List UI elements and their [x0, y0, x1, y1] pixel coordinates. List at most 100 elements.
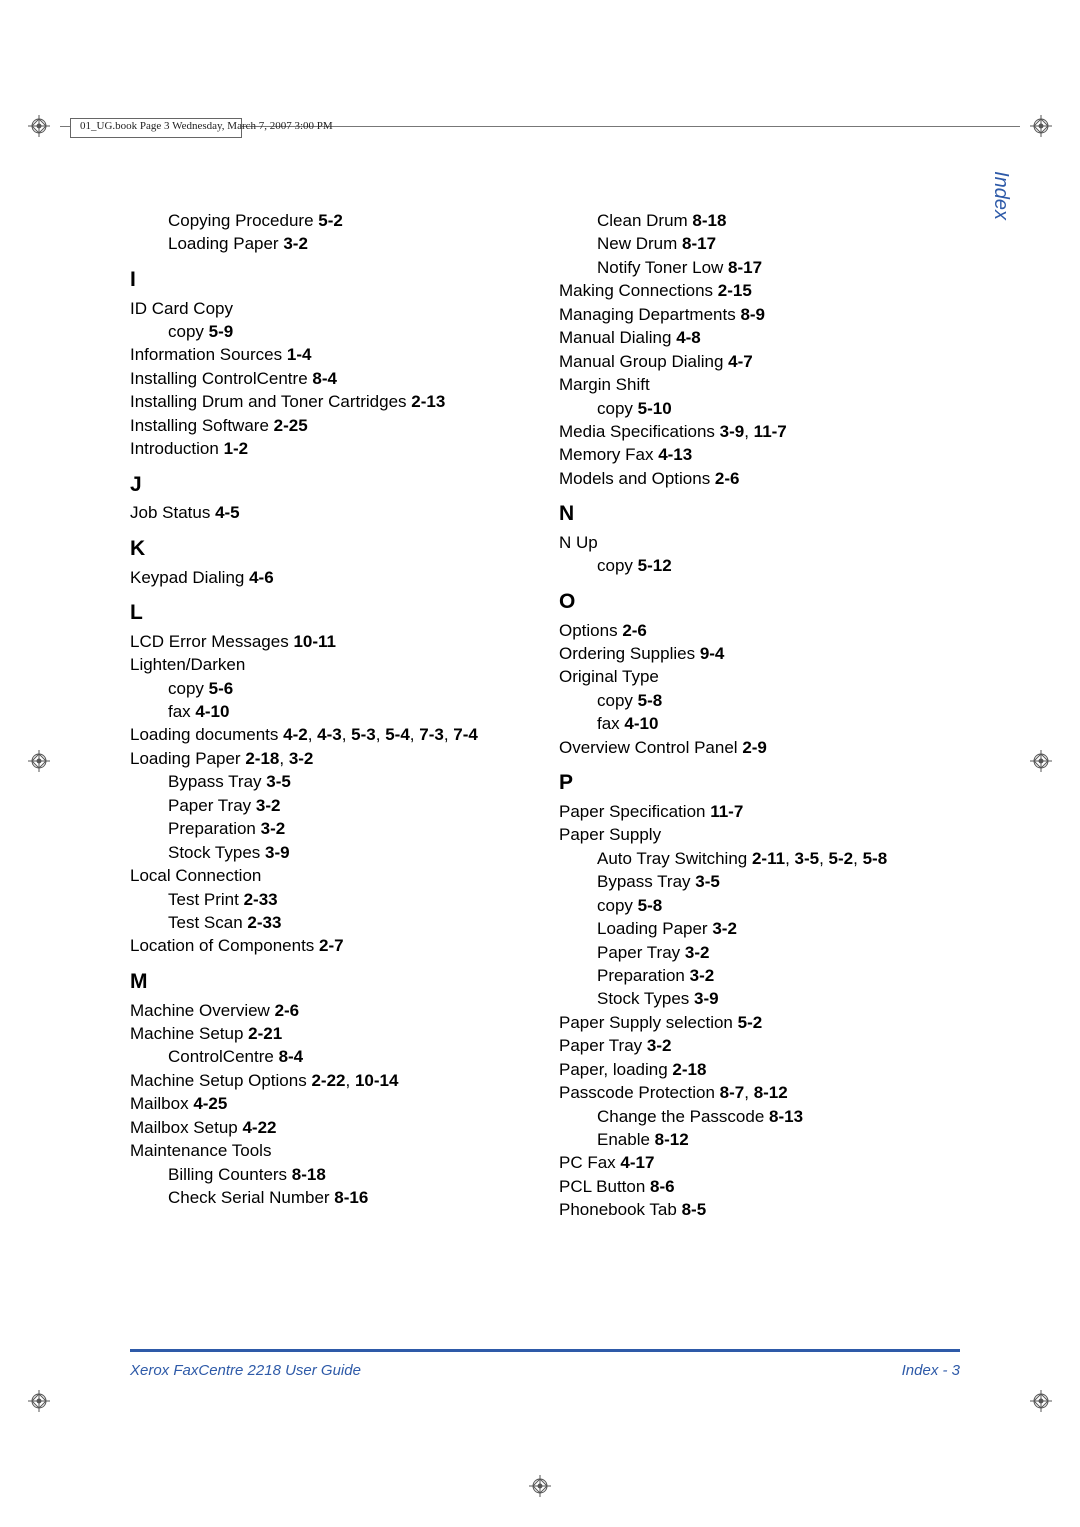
index-entry-text: N Up	[559, 533, 598, 552]
index-entry-text: Keypad Dialing	[130, 568, 249, 587]
index-entry-ref: 3-2	[289, 749, 314, 768]
side-index-label: Index	[989, 171, 1012, 220]
index-entry: Location of Components 2-7	[130, 935, 531, 957]
index-entry-ref: 2-33	[244, 890, 278, 909]
index-entry-text: Paper Specification	[559, 802, 710, 821]
index-section-head: I	[130, 266, 531, 294]
index-entry-text: Bypass Tray	[168, 772, 266, 791]
registration-mark-icon	[1030, 1390, 1052, 1412]
index-section-head: L	[130, 599, 531, 627]
index-entry-text: Managing Departments	[559, 305, 740, 324]
index-entry-text: ID Card Copy	[130, 299, 233, 318]
index-entry-text: Passcode Protection	[559, 1083, 720, 1102]
index-entry-text: copy	[168, 679, 209, 698]
index-section-head: O	[559, 588, 960, 616]
index-entry: Passcode Protection 8-7, 8-12	[559, 1082, 960, 1104]
index-entry-ref: 11-7	[710, 802, 743, 821]
index-entry-text: Paper Supply selection	[559, 1013, 738, 1032]
index-entry-ref: 2-22	[311, 1071, 345, 1090]
index-entry: Memory Fax 4-13	[559, 444, 960, 466]
index-entry-text: copy	[597, 399, 638, 418]
index-entry-text: Copying Procedure	[168, 211, 318, 230]
index-entry-text: Loading Paper	[168, 234, 283, 253]
index-entry-text: Installing Drum and Toner Cartridges	[130, 392, 411, 411]
index-section-head: K	[130, 535, 531, 563]
index-entry: Installing Software 2-25	[130, 415, 531, 437]
index-entry-ref: 8-4	[312, 369, 337, 388]
index-entry-text: Phonebook Tab	[559, 1200, 682, 1219]
index-entry: Installing Drum and Toner Cartridges 2-1…	[130, 391, 531, 413]
footer: Xerox FaxCentre 2218 User Guide Index - …	[130, 1362, 960, 1379]
index-entry-ref: 5-8	[638, 896, 663, 915]
index-entry-text: Installing Software	[130, 416, 274, 435]
index-entry-text: Machine Setup	[130, 1024, 248, 1043]
index-entry: copy 5-8	[559, 690, 960, 712]
index-entry-ref: 8-13	[769, 1107, 803, 1126]
registration-mark-icon	[1030, 750, 1052, 772]
index-entry-ref: 8-17	[682, 234, 716, 253]
index-entry: Paper, loading 2-18	[559, 1059, 960, 1081]
index-entry-ref: 5-8	[863, 849, 888, 868]
index-entry: PC Fax 4-17	[559, 1152, 960, 1174]
index-entry-ref: 8-16	[334, 1188, 368, 1207]
index-entry-ref: 3-2	[647, 1036, 672, 1055]
index-entry-text: Preparation	[168, 819, 261, 838]
index-section-head: M	[130, 968, 531, 996]
index-entry: Paper Supply	[559, 824, 960, 846]
index-entry-ref: 2-18	[672, 1060, 706, 1079]
registration-mark-icon	[28, 750, 50, 772]
registration-mark-icon	[1030, 115, 1052, 137]
index-entry-text: Preparation	[597, 966, 690, 985]
index-entry: Introduction 1-2	[130, 438, 531, 460]
index-entry: Information Sources 1-4	[130, 344, 531, 366]
index-entry-text: Enable	[597, 1130, 655, 1149]
index-entry-ref: 5-9	[209, 322, 234, 341]
index-entry: Machine Overview 2-6	[130, 1000, 531, 1022]
index-entry-ref: 3-5	[695, 872, 720, 891]
index-entry: Paper Tray 3-2	[559, 942, 960, 964]
index-entry-text: Stock Types	[168, 843, 265, 862]
index-entry-ref: 8-4	[279, 1047, 304, 1066]
index-entry: Manual Group Dialing 4-7	[559, 351, 960, 373]
index-entry-ref: 2-6	[622, 621, 647, 640]
index-entry-text: Memory Fax	[559, 445, 658, 464]
index-entry-text: Loading Paper	[597, 919, 712, 938]
index-entry: Preparation 3-2	[559, 965, 960, 987]
index-entry: Loading Paper 3-2	[559, 918, 960, 940]
index-entry-ref: 5-4	[385, 725, 410, 744]
index-entry-ref: 8-17	[728, 258, 762, 277]
index-entry: Local Connection	[130, 865, 531, 887]
index-entry: Lighten/Darken	[130, 654, 531, 676]
index-entry-text: Manual Dialing	[559, 328, 676, 347]
index-entry-ref: 4-3	[317, 725, 342, 744]
index-entry: Installing ControlCentre 8-4	[130, 368, 531, 390]
index-entry-ref: 3-9	[720, 422, 745, 441]
index-entry-ref: 3-5	[266, 772, 291, 791]
index-entry-text: Mailbox Setup	[130, 1118, 242, 1137]
index-entry: Manual Dialing 4-8	[559, 327, 960, 349]
index-entry-text: LCD Error Messages	[130, 632, 293, 651]
index-entry-ref: 2-6	[715, 469, 740, 488]
index-entry: Loading documents 4-2, 4-3, 5-3, 5-4, 7-…	[130, 724, 531, 746]
registration-mark-icon	[529, 1475, 551, 1497]
index-entry-text: Information Sources	[130, 345, 287, 364]
index-entry: Phonebook Tab 8-5	[559, 1199, 960, 1221]
index-entry-ref: 2-9	[742, 738, 767, 757]
index-entry-text: PCL Button	[559, 1177, 650, 1196]
index-entry: Mailbox Setup 4-22	[130, 1117, 531, 1139]
index-entry-text: Test Scan	[168, 913, 247, 932]
index-entry: Making Connections 2-15	[559, 280, 960, 302]
index-entry-ref: 8-12	[754, 1083, 788, 1102]
index-section-head: P	[559, 769, 960, 797]
index-entry-text: copy	[597, 691, 638, 710]
index-entry: Options 2-6	[559, 620, 960, 642]
index-entry-ref: 2-25	[274, 416, 308, 435]
index-entry-ref: 3-9	[265, 843, 290, 862]
index-entry-text: Machine Overview	[130, 1001, 275, 1020]
index-entry-ref: 2-13	[411, 392, 445, 411]
index-entry-ref: 3-2	[712, 919, 737, 938]
index-entry-ref: 2-18	[245, 749, 279, 768]
index-entry: Stock Types 3-9	[130, 842, 531, 864]
index-entry-text: ControlCentre	[168, 1047, 279, 1066]
index-entry-text: Location of Components	[130, 936, 319, 955]
